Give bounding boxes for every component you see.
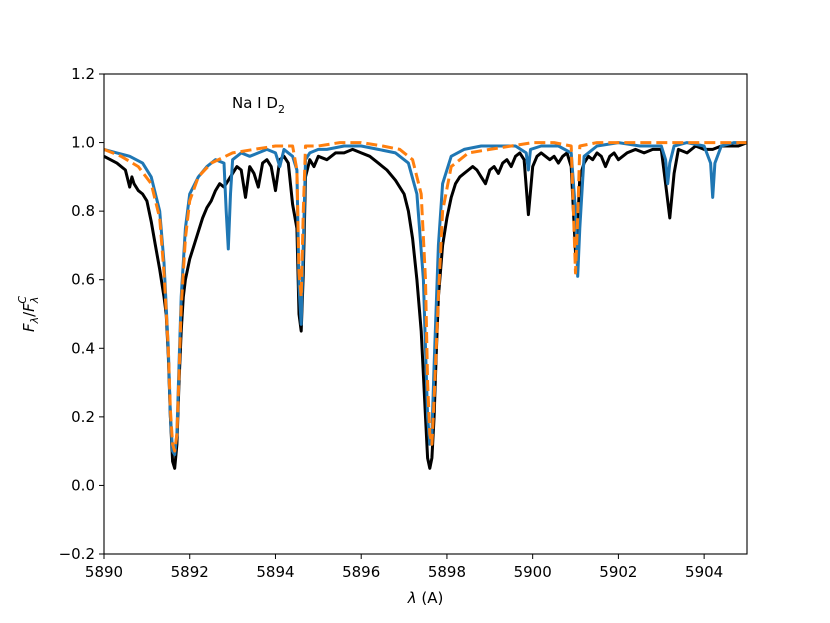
y-tick-label: 0.8: [71, 202, 95, 220]
x-tick-label: 5896: [342, 563, 380, 581]
x-axis-label: λ (A): [407, 589, 444, 607]
annotation-label: Na I D2: [232, 94, 285, 116]
y-axis-label: Fλ/FλC: [16, 296, 41, 332]
x-axis: 5890 5892 5894 5896 5898 5900 5902 5904: [85, 554, 723, 581]
y-tick-label: 0.2: [71, 408, 95, 426]
x-tick-label: 5904: [685, 563, 723, 581]
y-axis: −0.2 0.0 0.2 0.4 0.6 0.8 1.0 1.2: [59, 65, 104, 563]
x-tick-label: 5894: [256, 563, 294, 581]
x-tick-label: 5892: [171, 563, 209, 581]
plot-frame: [103, 73, 748, 555]
y-tick-label: −0.2: [59, 545, 95, 563]
y-tick-label: 1.2: [71, 65, 95, 83]
y-tick-label: 0.0: [71, 476, 95, 494]
x-tick-label: 5890: [85, 563, 123, 581]
series-line-0: [104, 141, 747, 470]
y-tick-label: 1.0: [71, 134, 95, 152]
x-tick-label: 5902: [599, 563, 637, 581]
series-layer: [104, 141, 747, 470]
y-tick-label: 0.6: [71, 271, 95, 289]
y-tick-label: 0.4: [71, 339, 95, 357]
series-line-2: [104, 141, 747, 453]
x-tick-label: 5900: [514, 563, 552, 581]
x-tick-label: 5898: [428, 563, 466, 581]
